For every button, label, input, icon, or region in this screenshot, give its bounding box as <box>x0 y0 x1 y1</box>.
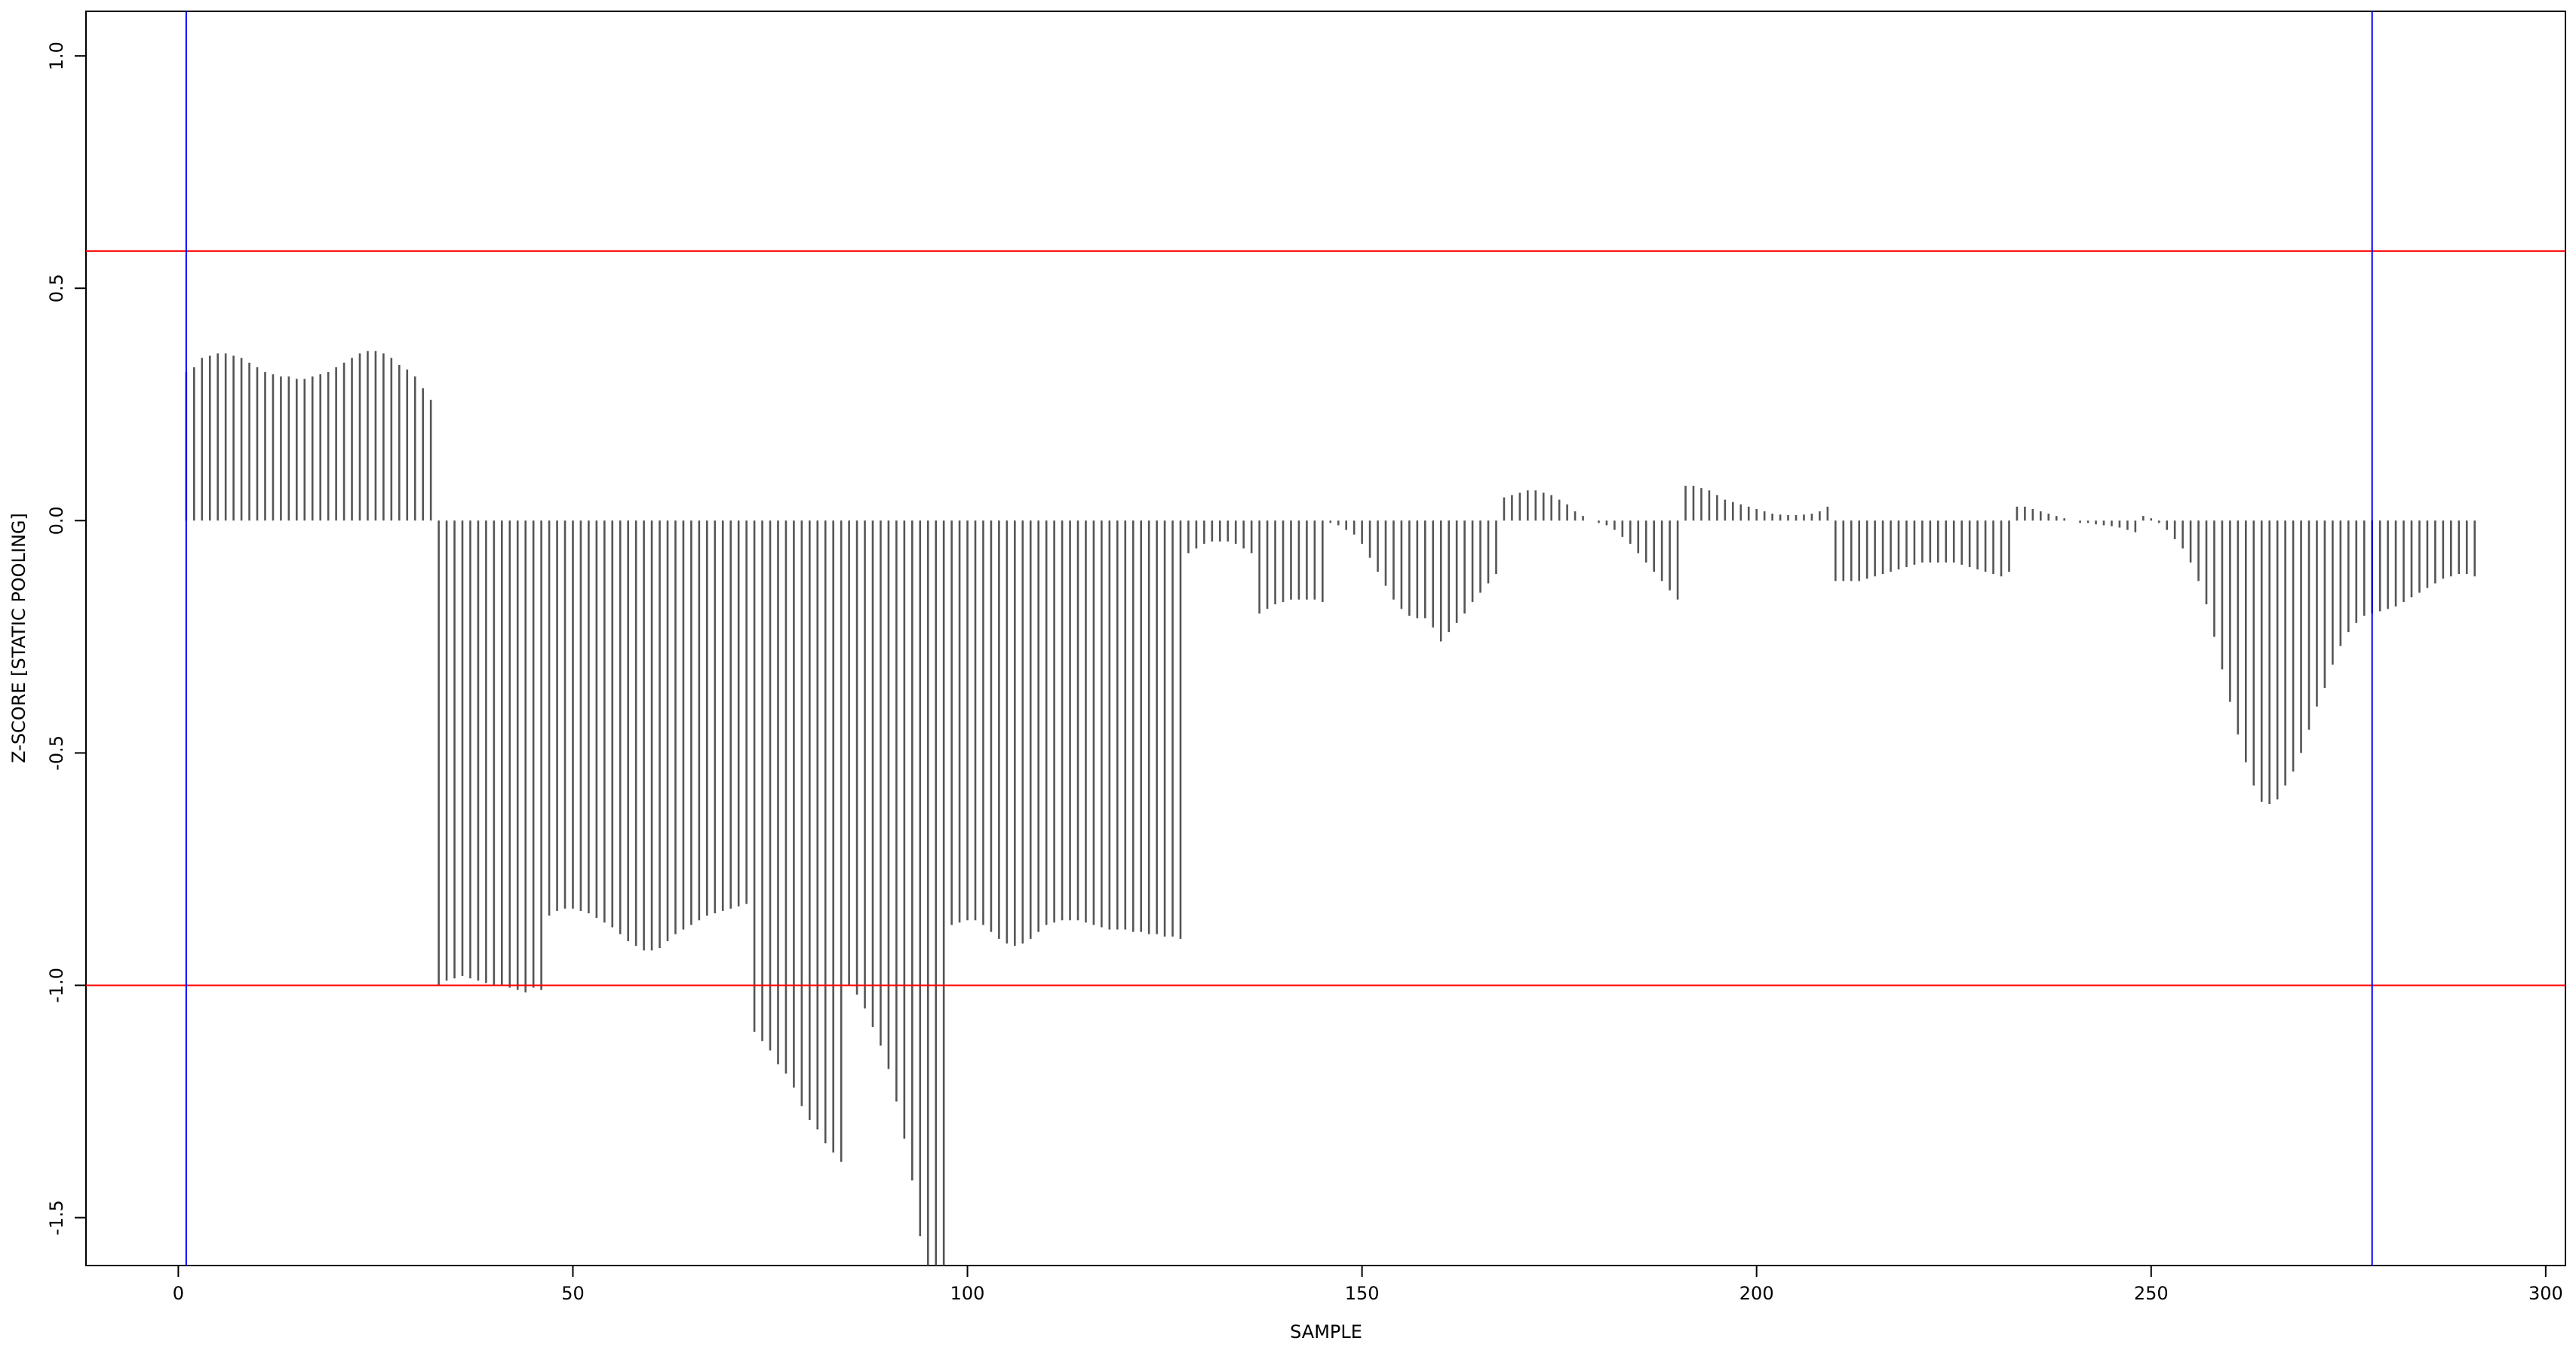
y-tick-label: -1.5 <box>46 1200 67 1235</box>
x-tick-label: 50 <box>561 1283 585 1304</box>
x-tick-label: 200 <box>1739 1283 1774 1304</box>
x-axis-label: SAMPLE <box>1290 1321 1362 1342</box>
x-tick-label: 250 <box>2134 1283 2169 1304</box>
x-tick-label: 150 <box>1345 1283 1380 1304</box>
plot-frame <box>85 11 2566 1266</box>
plot-area <box>86 11 2565 1266</box>
x-tick-label: 0 <box>173 1283 184 1304</box>
y-axis-label: Z-SCORE [STATIC POOLING] <box>8 513 29 763</box>
y-tick-label: 0.0 <box>46 506 67 535</box>
y-tick-label: 0.5 <box>46 274 67 302</box>
y-tick-label: -0.5 <box>46 735 67 771</box>
y-tick-label: -1.0 <box>46 968 67 1003</box>
x-tick-label: 100 <box>950 1283 985 1304</box>
y-tick-label: 1.0 <box>46 41 67 70</box>
x-tick-label: 300 <box>2528 1283 2563 1304</box>
